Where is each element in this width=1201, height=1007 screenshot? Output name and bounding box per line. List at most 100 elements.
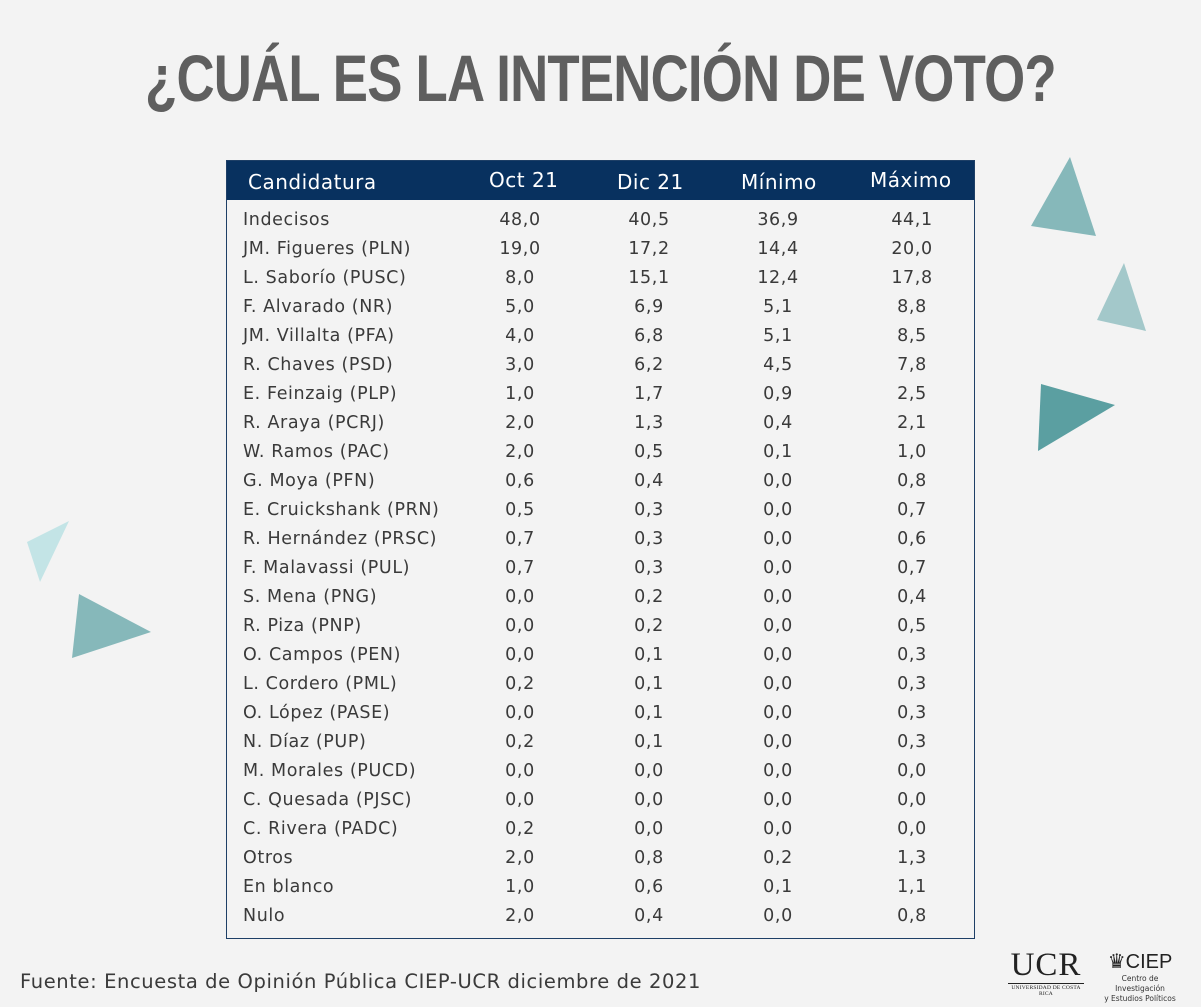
- table-row: R. Chaves (PSD) 3,0 6,2 4,5 7,8: [227, 355, 974, 384]
- ucr-logo-subtitle: UNIVERSIDAD DE COSTA RICA: [1011, 985, 1081, 997]
- value-cell: 7,8: [897, 355, 927, 375]
- value-cell: 17,2: [628, 239, 670, 259]
- table-row: F. Malavassi (PUL) 0,7 0,3 0,0 0,7: [227, 558, 974, 587]
- value-cell: 8,8: [897, 297, 927, 317]
- value-cell: 12,4: [757, 268, 799, 288]
- value-cell: 8,5: [897, 326, 927, 346]
- value-cell: 0,7: [897, 500, 927, 520]
- column-header: Máximo: [870, 168, 952, 192]
- value-cell: 0,5: [897, 616, 927, 636]
- table-row: JM. Villalta (PFA) 4,0 6,8 5,1 8,5: [227, 326, 974, 355]
- page-title: ¿CUÁL ES LA INTENCIÓN DE VOTO?: [144, 41, 1057, 115]
- candidate-name: L. Saborío (PUSC): [243, 268, 407, 288]
- value-cell: 8,0: [505, 268, 535, 288]
- candidate-name: E. Feinzaig (PLP): [243, 384, 398, 404]
- table-row: E. Feinzaig (PLP) 1,0 1,7 0,9 2,5: [227, 384, 974, 413]
- value-cell: 44,1: [891, 210, 933, 230]
- value-cell: 0,9: [763, 384, 793, 404]
- vote-intention-table: Candidatura Oct 21 Dic 21 Mínimo Máximo …: [226, 160, 975, 939]
- logo-divider: [1008, 983, 1084, 984]
- table-row: G. Moya (PFN) 0,6 0,4 0,0 0,8: [227, 471, 974, 500]
- column-header: Dic 21: [617, 170, 684, 194]
- ciep-name: CIEP: [1125, 951, 1173, 973]
- value-cell: 1,0: [505, 384, 535, 404]
- candidate-name: R. Araya (PCRJ): [243, 413, 385, 433]
- value-cell: 0,8: [897, 906, 927, 926]
- value-cell: 19,0: [499, 239, 541, 259]
- value-cell: 0,0: [505, 587, 535, 607]
- value-cell: 17,8: [891, 268, 933, 288]
- value-cell: 40,5: [628, 210, 670, 230]
- candidate-name: Indecisos: [243, 210, 330, 230]
- table-row: O. López (PASE) 0,0 0,1 0,0 0,3: [227, 703, 974, 732]
- value-cell: 0,0: [763, 906, 793, 926]
- table-row: Otros 2,0 0,8 0,2 1,3: [227, 848, 974, 877]
- candidate-name: F. Alvarado (NR): [243, 297, 394, 317]
- table-row: S. Mena (PNG) 0,0 0,2 0,0 0,4: [227, 587, 974, 616]
- ucr-logo-text: UCR: [1010, 947, 1082, 983]
- value-cell: 0,1: [634, 703, 664, 723]
- table-row: JM. Figueres (PLN) 19,0 17,2 14,4 20,0: [227, 239, 974, 268]
- value-cell: 0,0: [763, 587, 793, 607]
- candidate-name: Nulo: [243, 906, 286, 926]
- candidate-name: W. Ramos (PAC): [243, 442, 390, 462]
- value-cell: 0,0: [763, 674, 793, 694]
- value-cell: 2,0: [505, 906, 535, 926]
- value-cell: 5,0: [505, 297, 535, 317]
- value-cell: 14,4: [757, 239, 799, 259]
- table-row: E. Cruickshank (PRN) 0,5 0,3 0,0 0,7: [227, 500, 974, 529]
- value-cell: 0,0: [763, 819, 793, 839]
- value-cell: 1,0: [505, 877, 535, 897]
- value-cell: 0,5: [505, 500, 535, 520]
- value-cell: 0,8: [897, 471, 927, 491]
- ciep-emblem-icon: ♛: [1107, 951, 1126, 973]
- value-cell: 4,5: [763, 355, 793, 375]
- candidate-name: C. Rivera (PADC): [243, 819, 399, 839]
- value-cell: 2,0: [505, 442, 535, 462]
- candidate-name: Otros: [243, 848, 294, 868]
- value-cell: 20,0: [891, 239, 933, 259]
- candidate-name: N. Díaz (PUP): [243, 732, 367, 752]
- column-header: Mínimo: [741, 170, 817, 194]
- value-cell: 0,6: [505, 471, 535, 491]
- value-cell: 0,0: [763, 645, 793, 665]
- value-cell: 0,6: [634, 877, 664, 897]
- table-row: F. Alvarado (NR) 5,0 6,9 5,1 8,8: [227, 297, 974, 326]
- value-cell: 0,0: [763, 616, 793, 636]
- table-row: En blanco 1,0 0,6 0,1 1,1: [227, 877, 974, 906]
- ciep-logo-subtitle: Centro de Investigación: [1115, 974, 1165, 993]
- candidate-name: O. López (PASE): [243, 703, 391, 723]
- value-cell: 0,7: [897, 558, 927, 578]
- column-header: Oct 21: [489, 168, 559, 192]
- value-cell: 0,5: [634, 442, 664, 462]
- value-cell: 0,2: [763, 848, 793, 868]
- triangle-shape: [1038, 384, 1115, 451]
- value-cell: 0,3: [634, 500, 664, 520]
- table-header: Candidatura Oct 21 Dic 21 Mínimo Máximo: [227, 161, 974, 200]
- table-row: R. Hernández (PRSC) 0,7 0,3 0,0 0,6: [227, 529, 974, 558]
- value-cell: 1,3: [634, 413, 664, 433]
- value-cell: 0,1: [634, 732, 664, 752]
- ciep-logo-text: ♛CIEP: [1097, 950, 1183, 974]
- value-cell: 36,9: [757, 210, 799, 230]
- candidate-name: E. Cruickshank (PRN): [243, 500, 440, 520]
- value-cell: 2,5: [897, 384, 927, 404]
- value-cell: 0,0: [897, 819, 927, 839]
- value-cell: 0,4: [634, 906, 664, 926]
- table-row: Indecisos 48,0 40,5 36,9 44,1: [227, 210, 974, 239]
- triangle-shape: [27, 521, 69, 582]
- value-cell: 0,2: [634, 616, 664, 636]
- triangle-shape: [1031, 157, 1096, 236]
- candidate-name: G. Moya (PFN): [243, 471, 376, 491]
- value-cell: 0,7: [505, 529, 535, 549]
- value-cell: 0,3: [634, 529, 664, 549]
- value-cell: 0,3: [897, 703, 927, 723]
- value-cell: 6,2: [634, 355, 664, 375]
- candidate-name: L. Cordero (PML): [243, 674, 398, 694]
- table-row: M. Morales (PUCD) 0,0 0,0 0,0 0,0: [227, 761, 974, 790]
- value-cell: 0,2: [505, 819, 535, 839]
- value-cell: 0,0: [634, 790, 664, 810]
- value-cell: 0,4: [763, 413, 793, 433]
- candidate-name: M. Morales (PUCD): [243, 761, 417, 781]
